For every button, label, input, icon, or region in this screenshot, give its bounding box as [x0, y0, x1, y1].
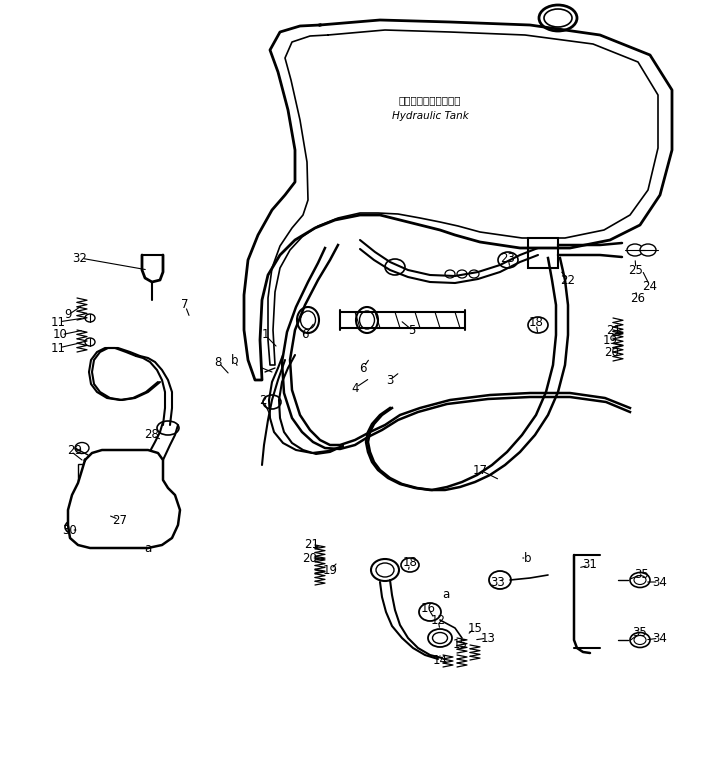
- Text: 11: 11: [51, 342, 66, 354]
- Text: 3: 3: [386, 374, 394, 387]
- Text: 32: 32: [73, 251, 88, 264]
- Text: 26: 26: [630, 292, 645, 305]
- Ellipse shape: [371, 559, 399, 581]
- Text: 27: 27: [112, 513, 128, 526]
- Text: 35: 35: [635, 568, 650, 581]
- Ellipse shape: [457, 270, 467, 278]
- Text: 15: 15: [467, 621, 482, 634]
- Text: 34: 34: [652, 632, 667, 645]
- Text: b: b: [232, 354, 239, 367]
- Ellipse shape: [528, 317, 548, 333]
- Ellipse shape: [85, 338, 95, 346]
- Ellipse shape: [75, 442, 89, 454]
- Ellipse shape: [428, 629, 452, 647]
- Text: Hydraulic Tank: Hydraulic Tank: [392, 111, 468, 121]
- Bar: [78, 464, 158, 542]
- Text: 24: 24: [642, 280, 657, 293]
- Text: 23: 23: [501, 251, 515, 264]
- Bar: [528, 238, 558, 268]
- Ellipse shape: [99, 489, 121, 511]
- Text: 35: 35: [633, 626, 647, 639]
- Ellipse shape: [85, 314, 95, 322]
- Polygon shape: [244, 20, 672, 380]
- Text: 17: 17: [472, 464, 488, 477]
- Text: 5: 5: [408, 323, 416, 336]
- Ellipse shape: [359, 311, 374, 329]
- Ellipse shape: [539, 5, 577, 31]
- Text: 18: 18: [529, 316, 544, 329]
- Text: 28: 28: [145, 429, 160, 442]
- Text: a: a: [443, 588, 450, 601]
- Text: 18: 18: [402, 556, 417, 569]
- Text: 30: 30: [63, 523, 78, 536]
- Text: 2: 2: [259, 393, 267, 406]
- Ellipse shape: [65, 520, 85, 534]
- Ellipse shape: [433, 633, 448, 643]
- Ellipse shape: [157, 421, 179, 435]
- Text: 21: 21: [606, 323, 621, 336]
- Text: 15: 15: [453, 639, 467, 652]
- Text: 19: 19: [602, 334, 618, 347]
- Ellipse shape: [630, 633, 650, 648]
- Text: 16: 16: [421, 601, 436, 614]
- Ellipse shape: [263, 395, 281, 409]
- Text: 12: 12: [431, 613, 445, 626]
- Ellipse shape: [469, 270, 479, 278]
- Text: 33: 33: [491, 575, 505, 588]
- Text: 20: 20: [604, 345, 619, 358]
- Text: 6: 6: [359, 361, 366, 374]
- Text: 25: 25: [628, 264, 643, 277]
- Text: b: b: [525, 552, 532, 565]
- Text: 14: 14: [433, 653, 448, 666]
- Ellipse shape: [376, 563, 394, 577]
- Text: 6: 6: [301, 329, 309, 342]
- Text: a: a: [144, 542, 152, 555]
- Text: 11: 11: [51, 316, 66, 329]
- Ellipse shape: [356, 307, 378, 333]
- Ellipse shape: [297, 307, 319, 333]
- Ellipse shape: [498, 252, 518, 268]
- Polygon shape: [68, 450, 180, 548]
- Text: 22: 22: [561, 274, 575, 286]
- Text: 10: 10: [52, 329, 68, 342]
- Ellipse shape: [385, 259, 405, 275]
- Ellipse shape: [634, 636, 646, 645]
- Text: 8: 8: [215, 355, 222, 368]
- Ellipse shape: [630, 572, 650, 588]
- Ellipse shape: [634, 575, 646, 584]
- Text: 20: 20: [303, 552, 318, 565]
- Ellipse shape: [123, 487, 148, 513]
- Text: ハイドロリックタンク: ハイドロリックタンク: [399, 95, 461, 105]
- Ellipse shape: [445, 270, 455, 278]
- Ellipse shape: [401, 558, 419, 572]
- Text: 4: 4: [352, 381, 359, 394]
- Ellipse shape: [92, 483, 128, 517]
- Ellipse shape: [489, 571, 511, 589]
- Text: 21: 21: [304, 539, 320, 552]
- Text: 34: 34: [652, 575, 667, 588]
- Text: 1: 1: [261, 329, 269, 342]
- Ellipse shape: [640, 244, 656, 256]
- Ellipse shape: [301, 311, 316, 329]
- Ellipse shape: [544, 9, 572, 27]
- Text: 29: 29: [68, 443, 83, 457]
- Text: 7: 7: [181, 299, 189, 312]
- Ellipse shape: [627, 244, 643, 256]
- Ellipse shape: [128, 493, 143, 507]
- Text: 9: 9: [64, 309, 72, 322]
- Text: 13: 13: [481, 632, 496, 645]
- Text: 19: 19: [323, 564, 337, 577]
- Text: 31: 31: [582, 558, 597, 571]
- Ellipse shape: [419, 603, 441, 621]
